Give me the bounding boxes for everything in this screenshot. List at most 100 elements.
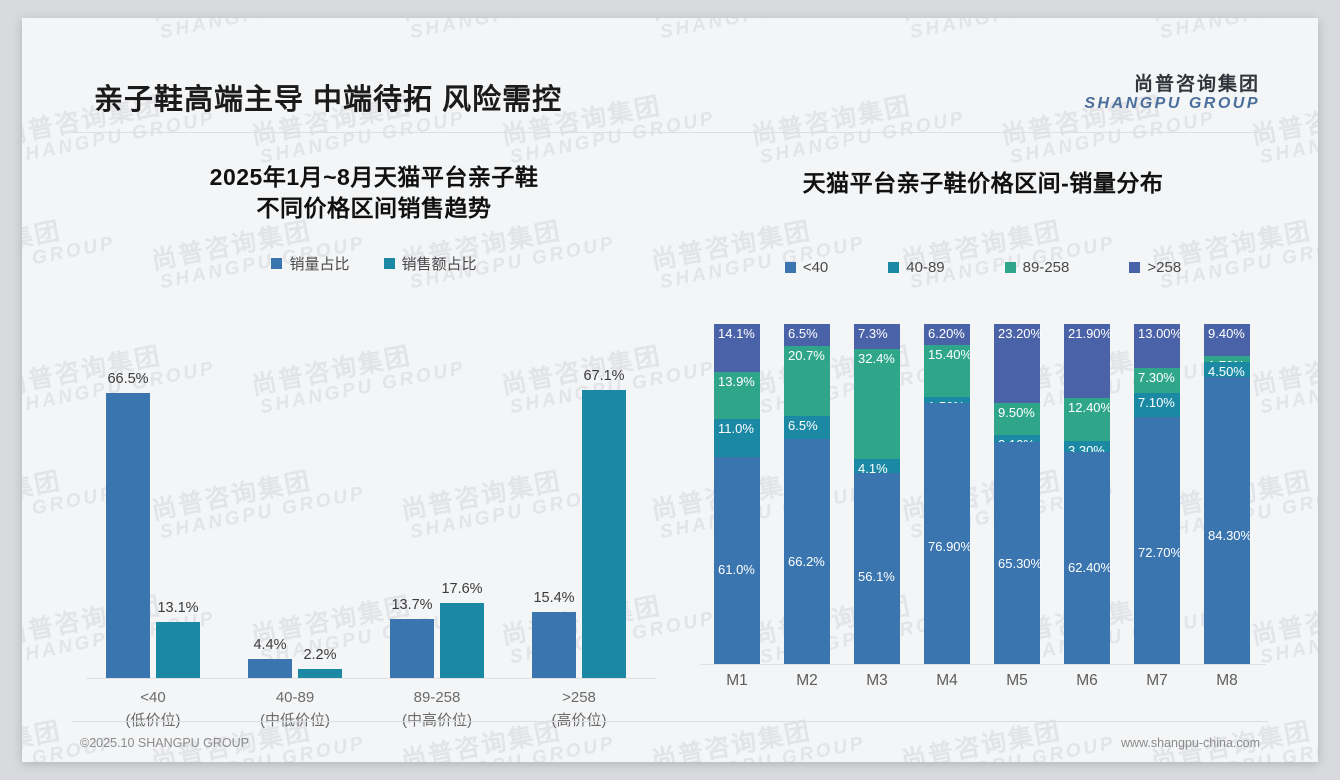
stack-segment-label: 4.1% <box>858 460 888 476</box>
stack-segment-label: 6.20% <box>928 326 965 341</box>
x-tick-label->258: >258 (高价位) <box>514 686 644 733</box>
bar-value-label: 66.5% <box>107 371 149 387</box>
left-chart-title-line1: 2025年1月~8月天猫平台亲子鞋 <box>209 164 539 190</box>
bar-销量占比-89-258[interactable]: 13.7% <box>390 378 434 678</box>
stacked-bar-M1[interactable]: 14.1% 13.9% 11.0% 61.0% <box>714 324 760 664</box>
legend-item->258[interactable]: >258 <box>1129 259 1181 276</box>
legend-label: 销售额占比 <box>401 256 477 274</box>
legend-label: 40-89 <box>906 258 945 276</box>
legend-item-销量占比[interactable]: 销量占比 <box>271 253 350 274</box>
stack-segment-<40: 72.70% <box>1134 417 1182 665</box>
bar-fill <box>582 390 626 678</box>
bar-group: 13.7% 17.6% <box>378 378 496 678</box>
stack-segment-label: 13.00% <box>1138 326 1183 341</box>
stack-segment-40-89: 6.5% <box>784 416 830 439</box>
legend-item-89-258[interactable]: 89-258 <box>1004 259 1069 276</box>
left-chart-x-axis <box>86 678 656 679</box>
stack-segment-89-258: 7.30% <box>1134 368 1180 393</box>
legend-item-<40[interactable]: <40 <box>784 259 828 276</box>
x-tick-label-M8: M8 <box>1216 672 1238 689</box>
legend-swatch-icon <box>271 258 283 270</box>
bar-group: 15.4% 67.1% <box>520 368 638 678</box>
left-chart-title-line2: 不同价格区间销售趋势 <box>256 194 492 221</box>
bar-销量占比-40-89[interactable]: 4.4% <box>248 378 292 678</box>
bar-value-label: 2.2% <box>303 646 337 663</box>
bar-销售额占比-<40[interactable]: 13.1% <box>156 378 200 678</box>
stack-segment-89-258: 9.50% <box>994 402 1040 436</box>
stack-segment-label: 84.30% <box>1208 528 1253 544</box>
stack-segment-40-89: 3.30% <box>1064 440 1110 458</box>
stack-segment-label: 6.5% <box>788 326 818 341</box>
stacked-bar-M3[interactable]: 7.3% 32.4% 4.1% 56.1% <box>854 324 900 664</box>
x-tick-sub: (中低价位) <box>260 712 330 730</box>
stacked-bar-M5[interactable]: 23.20% 9.50% 2.10% 65.30% <box>994 324 1042 664</box>
x-tick-label-M5: M5 <box>1006 672 1028 689</box>
left-chart-category-labels: <40 (低价位) 40-89 (中低价位) 89-258 (中高价位) >258 (高价位) <box>76 686 672 746</box>
x-tick-main: >258 <box>562 689 596 706</box>
legend-item-销售额占比[interactable]: 销售额占比 <box>383 253 477 274</box>
stack-segment-label: 7.3% <box>858 326 888 341</box>
x-tick-label-M3: M3 <box>866 672 888 689</box>
bar-销售额占比-89-258[interactable]: 17.6% <box>440 378 484 678</box>
stack-segment-label: 15.40% <box>928 347 973 363</box>
bar-value-label: 15.4% <box>533 590 575 606</box>
bar-fill <box>106 393 150 678</box>
stacked-bar-M4[interactable]: 6.20%15.40%1.50%76.90% <box>924 324 973 664</box>
slide-footer: ©2025.10 SHANGPU GROUP www.shangpu-china… <box>22 724 1318 762</box>
header-divider <box>72 132 1268 133</box>
stacked-bar-M8[interactable]: 9.40%1.70%4.50%84.30% <box>1204 324 1253 664</box>
bar-value-label: 17.6% <box>441 580 483 597</box>
stack-segment->258: 6.5% <box>784 324 830 347</box>
bar-value-label: 13.7% <box>391 597 433 614</box>
x-tick-sub: (低价位) <box>125 712 181 730</box>
right-chart-legend: <40 40-89 89-258 >258 <box>694 259 1272 276</box>
bar-fill <box>440 602 484 678</box>
stack-segment-40-89: 4.1% <box>854 458 900 476</box>
stack-segment-<40: 56.1% <box>854 472 900 664</box>
stack-segment-label: 61.0% <box>718 561 755 577</box>
legend-swatch-icon <box>1004 261 1016 273</box>
legend-item-40-89[interactable]: 40-89 <box>888 258 945 276</box>
bar-销售额占比-40-89[interactable]: 2.2% <box>298 378 342 678</box>
stack-segment-<40: 84.30% <box>1204 377 1253 664</box>
stack-segment-<40: 61.0% <box>714 456 760 664</box>
bar-销售额占比->258[interactable]: 67.1% <box>582 368 626 678</box>
stack-segment-label: 9.40% <box>1208 326 1245 341</box>
stack-segment-89-258: 32.4% <box>854 348 900 459</box>
stack-segment-label: 13.9% <box>718 373 755 389</box>
stack-segment-label: 76.90% <box>928 539 973 555</box>
stack-segment-label: 62.40% <box>1068 559 1113 575</box>
stack-segment->258: 14.1% <box>714 324 760 372</box>
page-title: 亲子鞋高端主导 中端待拓 风险需控 <box>94 84 563 116</box>
stack-segment-89-258: 12.40% <box>1064 398 1113 441</box>
stack-segment->258: 21.90% <box>1064 324 1112 399</box>
brand-logo: 尚普咨询集团 SHANGPU GROUP <box>1084 74 1260 113</box>
stacked-bar-M6[interactable]: 21.90% 12.40% 3.30% 62.40% <box>1064 324 1113 664</box>
stack-segment-label: 7.30% <box>1138 370 1175 386</box>
stack-segment->258: 13.00% <box>1134 324 1183 369</box>
bar-销量占比-<40[interactable]: 66.5% <box>106 371 150 678</box>
stack-segment-89-258: 15.40% <box>924 345 973 398</box>
x-tick-main: 40-89 <box>275 689 315 706</box>
stack-segment-<40: 65.30% <box>994 442 1042 664</box>
stack-segment->258: 6.20% <box>924 324 970 346</box>
stack-segment-label: 9.50% <box>998 404 1035 420</box>
stack-segment-<40: 62.40% <box>1064 451 1113 664</box>
x-tick-label-M4: M4 <box>936 672 958 689</box>
stack-segment-label: 6.5% <box>788 418 818 434</box>
bar-group: 66.5% 13.1% <box>94 371 212 678</box>
stacked-bar-M7[interactable]: 13.00% 7.30% 7.10% 72.70% <box>1134 324 1183 665</box>
stack-segment-label: 4.50% <box>1208 363 1245 379</box>
bar-销量占比->258[interactable]: 15.4% <box>532 378 576 678</box>
stacked-bar-M2[interactable]: 6.5% 20.7% 6.5% 66.2% <box>784 324 830 664</box>
right-chart-category-labels: M1 M2 M3 M4 M5 M6 M7 M8 <box>700 672 1266 702</box>
bar-fill <box>156 621 200 678</box>
right-chart-panel: 天猫平台亲子鞋价格区间-销量分布 <40 40-89 89-258 >258 14.1… <box>694 146 1272 716</box>
slide-canvas: 尚普咨询集团 SHANGPU GROUP 尚普咨询集团 SHANGPU GROUP 尚普… <box>22 18 1318 762</box>
stack-segment-label: 12.40% <box>1068 400 1113 416</box>
x-tick-label-M2: M2 <box>796 672 818 689</box>
legend-swatch-icon <box>888 261 900 273</box>
stack-segment-<40: 76.90% <box>924 402 973 664</box>
stack-segment-label: 20.7% <box>788 348 825 364</box>
logo-english-text: SHANGPU GROUP <box>1084 95 1260 113</box>
